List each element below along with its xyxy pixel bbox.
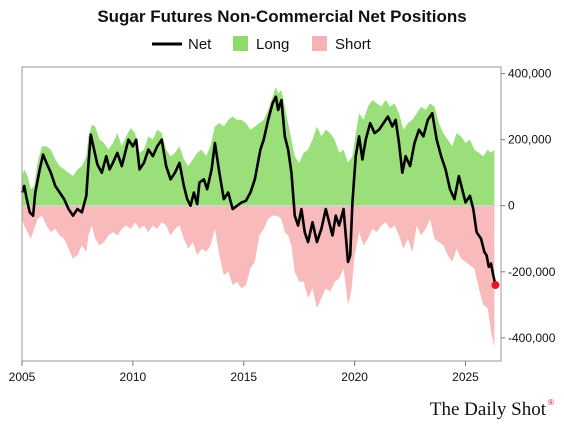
y-axis: 400,000 200,000 0 -200,000 -400,000: [501, 67, 556, 345]
legend-long-label: Long: [256, 36, 289, 53]
line-layer: [20, 95, 497, 286]
marker-layer: [491, 281, 500, 290]
brand-text: The Daily Shot: [430, 399, 547, 420]
legend: Net Long Short: [152, 36, 372, 53]
legend-short-swatch: [312, 36, 327, 51]
y-tick-label: 400,000: [508, 67, 552, 81]
brand-logo: The Daily Shot ®: [430, 398, 554, 420]
chart-title: Sugar Futures Non-Commercial Net Positio…: [97, 7, 466, 26]
brand-registered-mark: ®: [548, 398, 554, 407]
series-short-area: [22, 205, 495, 348]
legend-short-label: Short: [335, 36, 372, 53]
legend-net-label: Net: [188, 36, 212, 53]
x-tick-label: 2005: [9, 370, 36, 384]
x-tick-label: 2015: [230, 370, 257, 384]
y-tick-label: -400,000: [508, 331, 556, 345]
y-tick-label: 0: [508, 199, 515, 213]
series-net-line: [20, 95, 497, 286]
y-tick-label: 200,000: [508, 133, 552, 147]
x-tick-label: 2020: [341, 370, 368, 384]
legend-long-swatch: [233, 36, 248, 51]
y-tick-label: -200,000: [508, 265, 556, 279]
x-axis: 2005 2010 2015 2020 2025: [9, 361, 479, 384]
area-layer: [22, 86, 495, 348]
plot-area: [20, 66, 502, 362]
x-tick-label: 2025: [452, 370, 479, 384]
x-tick-label: 2010: [120, 370, 147, 384]
latest-value-marker: [491, 281, 500, 290]
series-long-area: [22, 86, 495, 206]
plot-frame: [21, 66, 502, 362]
